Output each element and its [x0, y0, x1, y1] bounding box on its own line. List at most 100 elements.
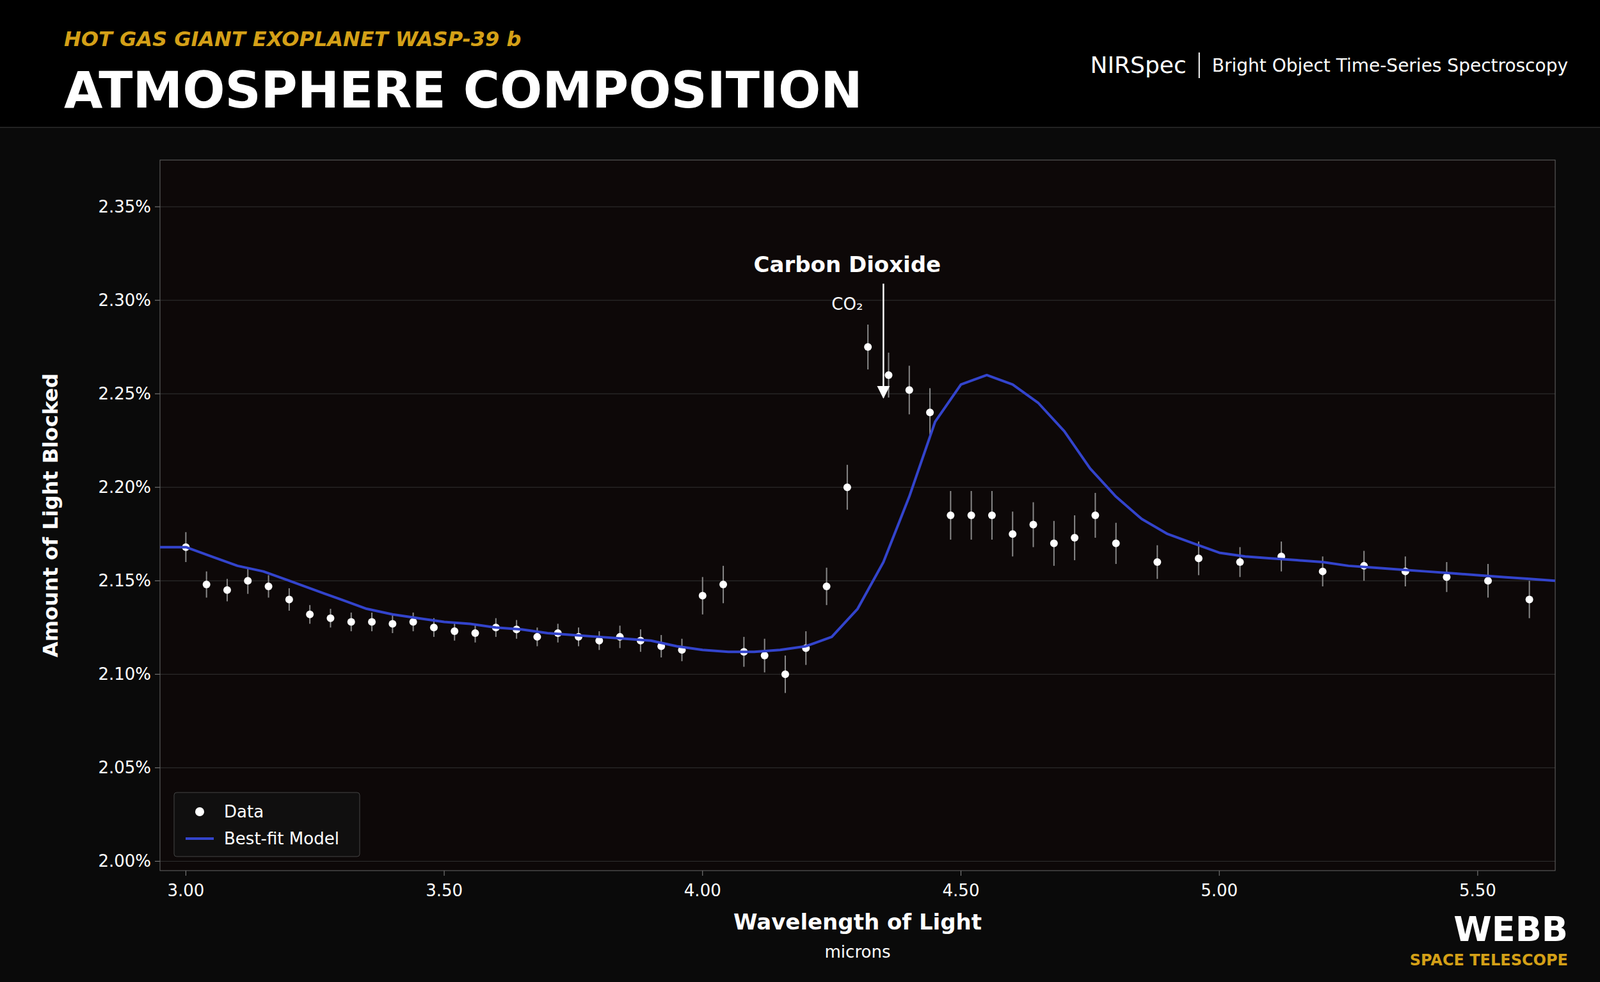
x-tick: [1477, 870, 1478, 876]
y-tick: [154, 206, 160, 208]
x-tick: [185, 870, 187, 876]
title-bar: [0, 0, 1600, 128]
legend: Data Best-fit Model: [174, 792, 360, 857]
method: Bright Object Time-Series Spectroscopy: [1212, 55, 1568, 77]
data-point: [823, 582, 831, 591]
data-point: [1235, 558, 1244, 566]
data-point: [430, 623, 438, 632]
x-tick-label: 5.50: [1459, 880, 1497, 900]
data-point: [781, 670, 790, 678]
data-point: [760, 651, 769, 660]
data-point: [223, 586, 232, 594]
y-tick-label: 2.15%: [97, 570, 152, 591]
plot-frame: [160, 160, 1556, 871]
y-axis-label: Amount of Light Blocked: [38, 373, 63, 658]
data-point: [843, 483, 852, 491]
logo-sub: SPACE TELESCOPE: [1409, 951, 1568, 969]
title-divider: [1198, 52, 1200, 79]
data-point: [988, 511, 996, 520]
data-point: [1050, 539, 1058, 548]
model-line: [160, 375, 1556, 652]
data-point: [533, 632, 541, 641]
data-point: [884, 371, 893, 379]
x-tick: [960, 870, 962, 876]
data-point: [864, 343, 872, 351]
y-tick-label: 2.00%: [97, 851, 152, 871]
data-point: [368, 618, 376, 626]
data-point: [1029, 520, 1038, 529]
data-point: [1070, 533, 1079, 542]
plot-background: [160, 160, 1556, 871]
data-point: [1525, 595, 1534, 603]
legend-swatch: [195, 807, 205, 816]
title: ATMOSPHERE COMPOSITION: [64, 61, 863, 120]
data-point: [926, 408, 934, 416]
data-point: [967, 511, 976, 520]
y-tick-label: 2.20%: [97, 477, 152, 497]
y-tick: [154, 580, 160, 582]
y-tick-label: 2.25%: [97, 384, 152, 404]
x-tick: [702, 870, 703, 876]
annotation: CO₂: [831, 294, 863, 314]
x-tick-label: 3.50: [425, 880, 463, 900]
instrument: NIRSpec: [1090, 51, 1187, 79]
grid-line: [160, 393, 1556, 395]
data-point: [905, 385, 914, 394]
x-tick-label: 5.00: [1200, 880, 1238, 900]
data-point: [347, 618, 356, 626]
grid-line: [160, 767, 1556, 768]
points: [181, 343, 1533, 678]
data-point: [698, 592, 707, 600]
logo-main: WEBB: [1453, 908, 1568, 950]
data-point: [202, 580, 211, 589]
y-tick: [154, 487, 160, 488]
data-point: [285, 595, 294, 603]
y-tick: [154, 767, 160, 768]
grid-line: [160, 860, 1556, 862]
legend-label: Best-fit Model: [224, 828, 340, 848]
grid-line: [160, 487, 1556, 488]
data-point: [719, 580, 728, 589]
data-point: [471, 629, 480, 637]
x-tick-label: 4.00: [684, 880, 722, 900]
y-tick: [154, 860, 160, 862]
grid: [160, 206, 1556, 861]
data-point: [1484, 576, 1492, 585]
data-point: [305, 610, 314, 619]
data-point: [1153, 558, 1161, 566]
data-point: [264, 582, 273, 591]
data-point: [450, 627, 459, 635]
x-tick-label: 3.00: [167, 880, 205, 900]
x-axis-sublabel: microns: [824, 942, 891, 962]
legend-label: Data: [224, 801, 264, 822]
y-tick-label: 2.30%: [97, 290, 152, 310]
error-bars: [185, 324, 1529, 693]
grid-line: [160, 206, 1556, 208]
x-tick: [1219, 870, 1220, 876]
data-point: [1319, 567, 1327, 576]
data-point: [946, 511, 955, 520]
y-tick: [154, 300, 160, 301]
data-point: [1194, 554, 1203, 562]
y-tick-label: 2.05%: [97, 757, 152, 777]
data-point: [388, 619, 397, 628]
y-tick: [154, 393, 160, 395]
x-axis-label: Wavelength of Light: [733, 908, 982, 935]
title-separator: [0, 127, 1600, 128]
data-point: [243, 576, 252, 585]
data-point: [409, 618, 418, 626]
grid-line: [160, 580, 1556, 582]
x-tick: [444, 870, 445, 876]
marks: [160, 324, 1556, 693]
y-tick-label: 2.10%: [97, 664, 152, 684]
background: [0, 0, 1600, 982]
annotation: Carbon Dioxide: [753, 251, 942, 278]
data-point: [1112, 539, 1120, 548]
y-tick: [154, 673, 160, 675]
grid-line: [160, 673, 1556, 675]
data-point: [1008, 529, 1017, 538]
y-tick-label: 2.35%: [97, 197, 152, 217]
annotation-arrow: [882, 283, 885, 398]
data-point: [326, 614, 335, 623]
data-point: [1091, 511, 1099, 520]
